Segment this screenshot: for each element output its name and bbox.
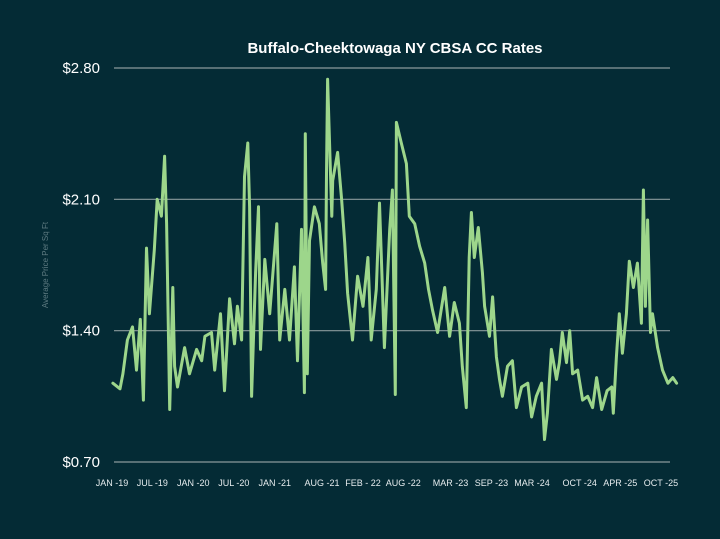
x-tick-label: JUL -20 [218,478,249,488]
x-tick-label: OCT -24 [563,478,597,488]
x-axis-ticks: JAN -19 JUL -19 JAN -20 JUL -20 JAN -21 AUG -… [96,478,678,488]
x-tick-label: FEB - 22 [345,478,381,488]
x-tick-label: JAN -20 [177,478,210,488]
plot-area [111,77,679,441]
y-axis-label: Average Price Per Sq Ft [41,221,50,308]
x-tick-label: OCT -25 [644,478,678,488]
x-tick-label: MAR -23 [433,478,469,488]
y-tick-label: $0.70 [62,454,100,471]
y-tick-label: $2.80 [62,60,100,77]
x-tick-label: JAN -21 [259,478,292,488]
y-tick-label: $2.10 [62,191,100,208]
x-tick-label: AUG -21 [305,478,340,488]
x-tick-label: JAN -19 [96,478,129,488]
series-line [111,77,679,441]
y-tick-label: $1.40 [62,323,100,340]
x-tick-label: APR -25 [603,478,637,488]
x-tick-label: MAR -24 [514,478,550,488]
y-axis-ticks: $0.70 $1.40 $2.10 $2.80 [62,60,100,471]
x-tick-label: JUL -19 [137,478,168,488]
x-tick-label: AUG -22 [386,478,421,488]
x-tick-label: SEP -23 [475,478,508,488]
chart-title: Buffalo-Cheektowaga NY CBSA CC Rates [247,40,542,57]
